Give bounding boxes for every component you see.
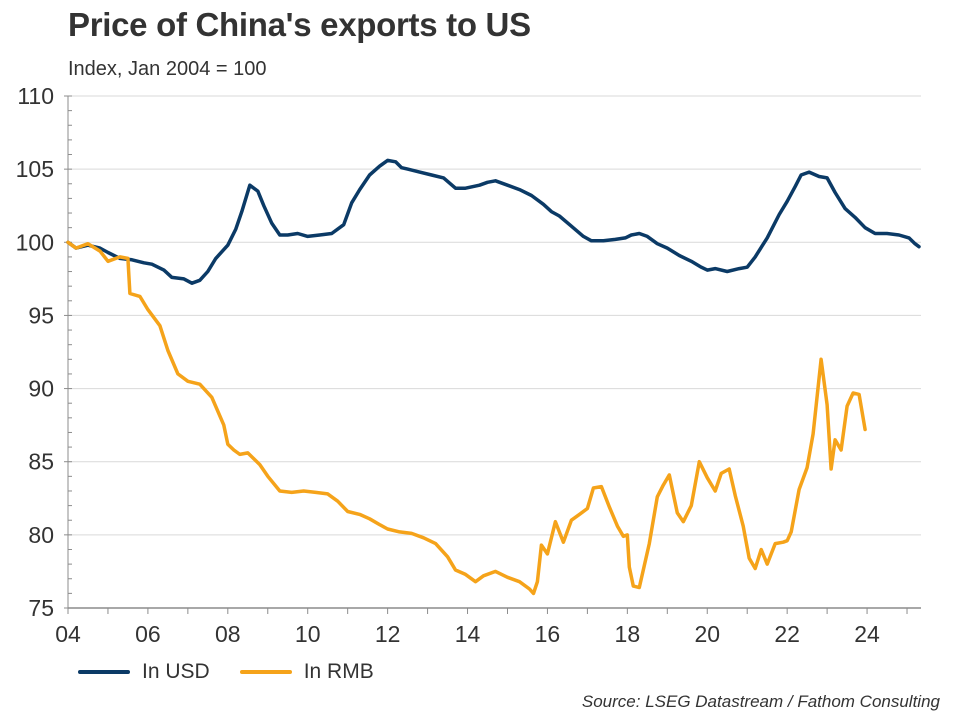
- y-tick-label: 80: [28, 522, 54, 548]
- legend-swatch-rmb: [239, 670, 292, 674]
- legend-item-usd: In USD: [78, 660, 210, 684]
- y-tick-label: 105: [16, 156, 54, 182]
- y-tick-label: 90: [28, 376, 54, 402]
- x-tick-label: 18: [615, 621, 641, 647]
- legend-label-usd: In USD: [142, 660, 210, 683]
- legend: In USD In RMB: [78, 660, 404, 684]
- y-tick-label: 75: [28, 595, 54, 621]
- y-tick-labels: 75 80 85 90 95 100 105 110: [16, 83, 54, 621]
- x-tick-label: 20: [694, 621, 720, 647]
- x-tick-labels: 04 06 08 10 12 14 16 18 20 22 24: [55, 621, 880, 647]
- x-tick-label: 14: [455, 621, 481, 647]
- x-tick-label: 10: [295, 621, 321, 647]
- gridlines: [68, 95, 921, 536]
- y-tick-label: 110: [17, 83, 54, 109]
- x-tick-label: 16: [535, 621, 561, 647]
- series-line-rmb: [66, 240, 867, 596]
- x-tick-label: 04: [55, 621, 81, 647]
- y-tick-label: 85: [28, 449, 54, 475]
- chart-title: Price of China's exports to US: [68, 6, 531, 43]
- x-tick-label: 06: [135, 621, 161, 647]
- legend-label-rmb: In RMB: [303, 660, 374, 683]
- axes: [64, 95, 921, 614]
- series-lines: [66, 158, 921, 596]
- y-tick-label: 95: [28, 302, 54, 328]
- series-line-usd: [66, 158, 921, 285]
- x-tick-label: 08: [215, 621, 241, 647]
- x-tick-label: 24: [854, 621, 880, 647]
- legend-swatch-usd: [78, 670, 130, 674]
- source-note: Source: LSEG Datastream / Fathom Consult…: [581, 692, 940, 711]
- legend-item-rmb: In RMB: [239, 660, 374, 684]
- x-tick-label: 12: [375, 621, 401, 647]
- chart-subtitle: Index, Jan 2004 = 100: [68, 58, 267, 80]
- y-tick-label: 100: [16, 229, 54, 255]
- x-tick-label: 22: [774, 621, 800, 647]
